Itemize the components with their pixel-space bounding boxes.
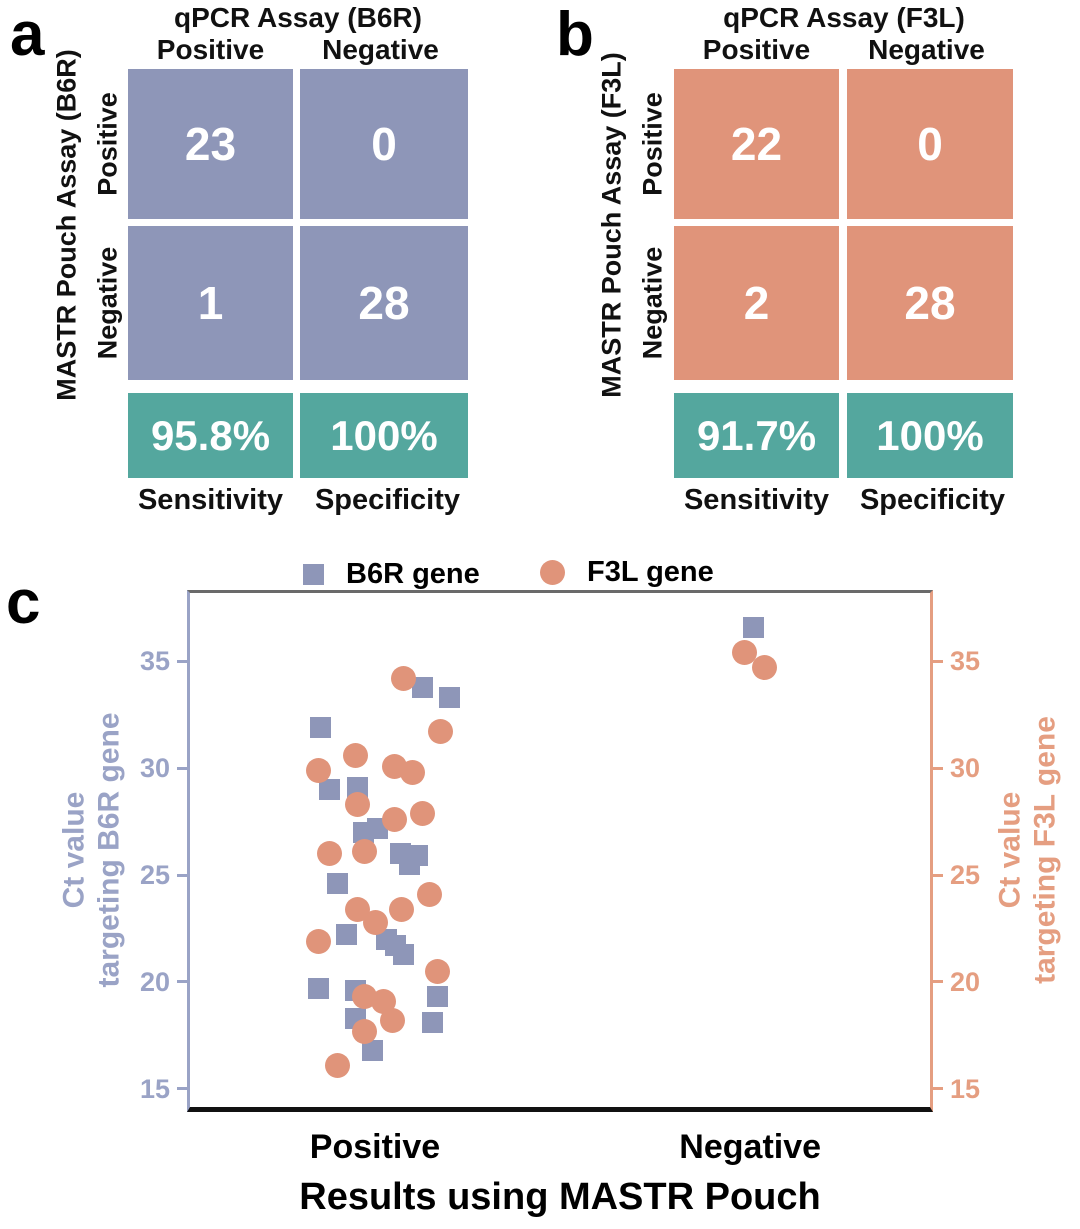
panel-b-specificity-label: Specificity	[859, 484, 1006, 516]
scatter-point-b6r	[426, 986, 448, 1008]
right-y-tick	[930, 980, 943, 984]
scatter-point-f3l	[324, 1052, 350, 1078]
b6r-square-marker-icon	[303, 564, 324, 585]
scatter-point-f3l	[751, 655, 777, 681]
scatter-point-f3l	[427, 719, 453, 745]
legend-label-f3l: F3L gene	[587, 556, 714, 588]
scatter-point-b6r	[393, 943, 415, 965]
left-y-tick	[177, 980, 190, 984]
panel-b-title: qPCR Assay (F3L)	[723, 2, 965, 33]
right-y-tick-label: 35	[950, 646, 981, 677]
legend-item-b6r: B6R gene	[303, 558, 480, 591]
scatter-point-f3l	[409, 800, 435, 826]
panel-b-sensitivity-value: 91.7%	[674, 393, 839, 478]
panel-a-col-header-negative: Negative	[322, 34, 439, 65]
x-category-label: Negative	[679, 1128, 822, 1166]
panel-b-letter: b	[556, 0, 594, 69]
panel-a-row-axis-label: MASTR Pouch Assay (B6R)	[51, 49, 82, 401]
scatter-point-f3l	[416, 881, 442, 907]
right-y-tick	[930, 1087, 943, 1091]
scatter-point-f3l	[344, 792, 370, 818]
scatter-point-f3l	[389, 896, 415, 922]
scatter-point-f3l	[352, 1018, 378, 1044]
left-y-tick-label: 20	[139, 966, 170, 997]
left-y-tick-label: 25	[139, 860, 170, 891]
panel-b-col-header-positive: Positive	[702, 34, 811, 65]
left-y-tick-label: 35	[139, 646, 170, 677]
panel-a-sensitivity-value: 95.8%	[128, 393, 293, 478]
panel-b-sensitivity-label: Sensitivity	[683, 484, 830, 516]
panel-a-specificity-value: 100%	[300, 393, 468, 478]
left-y-tick	[177, 766, 190, 770]
scatter-point-b6r	[326, 873, 348, 895]
left-y-tick	[177, 1087, 190, 1091]
scatter-point-f3l	[317, 841, 343, 867]
right-y-tick	[930, 766, 943, 770]
right-y-tick-label: 25	[950, 860, 981, 891]
legend-item-f3l: F3L gene	[540, 556, 714, 589]
scatter-point-f3l	[380, 1007, 406, 1033]
right-y-tick-label: 30	[950, 753, 981, 784]
panel-a-row-header-positive: Positive	[92, 92, 123, 196]
right-y-tick	[930, 659, 943, 663]
f3l-circle-marker-icon	[540, 560, 565, 585]
panel-a-cell-fp: 0	[300, 69, 468, 219]
scatter-point-f3l	[400, 760, 426, 786]
x-axis-label: Results using MASTR Pouch	[299, 1176, 821, 1218]
panel-b-col-header-negative: Negative	[868, 34, 985, 65]
right-y-tick	[930, 873, 943, 877]
legend-label-b6r: B6R gene	[346, 558, 480, 590]
right-y-tick-label: 20	[950, 966, 981, 997]
scatter-point-b6r	[336, 924, 358, 946]
scatter-point-f3l	[306, 757, 332, 783]
scatter-point-b6r	[399, 853, 421, 875]
left-y-tick	[177, 873, 190, 877]
scatter-point-f3l	[425, 958, 451, 984]
left-y-axis-title: Ct value targeting B6R gene	[57, 712, 126, 988]
panel-a-row-header-negative: Negative	[92, 246, 123, 360]
scatter-point-b6r	[308, 977, 330, 999]
scatter-point-b6r	[309, 717, 331, 739]
scatter-point-b6r	[318, 779, 340, 801]
plot-area	[187, 590, 933, 1112]
x-category-label: Positive	[309, 1128, 441, 1166]
panel-a-letter: a	[10, 0, 45, 69]
scatter-point-f3l	[381, 807, 407, 833]
scatter-point-f3l	[352, 839, 378, 865]
scatter-point-f3l	[362, 909, 388, 935]
scatter-point-f3l	[306, 928, 332, 954]
panel-b-row-header-positive: Positive	[637, 92, 668, 196]
panel-a-title: qPCR Assay (B6R)	[174, 2, 422, 33]
left-y-tick-label: 30	[139, 753, 170, 784]
scatter-point-b6r	[352, 821, 374, 843]
panel-b-cell-tp: 22	[674, 69, 839, 219]
panel-a-cell-fn: 1	[128, 226, 293, 380]
panel-b-cell-fn: 2	[674, 226, 839, 380]
scatter-point-f3l	[390, 665, 416, 691]
panel-a-sensitivity-label: Sensitivity	[137, 484, 284, 516]
scatter-point-b6r	[438, 687, 460, 709]
right-y-tick-label: 15	[950, 1073, 981, 1104]
panel-b-cell-tn: 28	[847, 226, 1013, 380]
panel-a-specificity-label: Specificity	[314, 484, 461, 516]
panel-a-cell-tp: 23	[128, 69, 293, 219]
panel-a-col-header-positive: Positive	[156, 34, 265, 65]
scatter-point-b6r	[362, 1039, 384, 1061]
panel-c-letter: c	[6, 568, 41, 637]
panel-a-cell-tn: 28	[300, 226, 468, 380]
left-y-tick-label: 15	[139, 1073, 170, 1104]
scatter-point-f3l	[343, 742, 369, 768]
panel-b-row-header-negative: Negative	[637, 246, 668, 360]
scatter-point-b6r	[743, 616, 765, 638]
panel-b-row-axis-label: MASTR Pouch Assay (F3L)	[596, 52, 627, 398]
panel-b-cell-fp: 0	[847, 69, 1013, 219]
scatter-point-b6r	[422, 1012, 444, 1034]
left-y-tick	[177, 659, 190, 663]
scatter-point-b6r	[411, 676, 433, 698]
panel-b-specificity-value: 100%	[847, 393, 1013, 478]
